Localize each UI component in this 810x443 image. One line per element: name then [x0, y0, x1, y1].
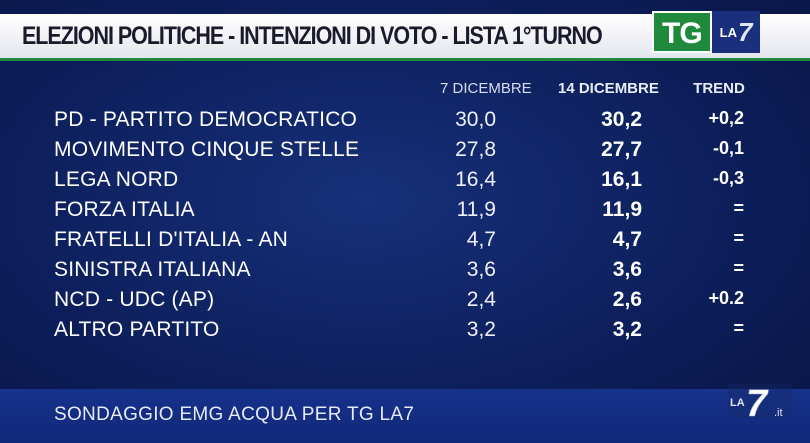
- party-name: FORZA ITALIA: [54, 198, 195, 221]
- value-14-dicembre: 16,1: [601, 168, 642, 191]
- value-14-dicembre: 27,7: [601, 138, 642, 161]
- value-7-dicembre: 3,6: [466, 258, 496, 281]
- poll-source: SONDAGGIO EMG ACQUA PER TG LA7: [54, 404, 415, 425]
- column-header-date2: 14 DICEMBRE: [558, 80, 659, 97]
- table-row: FORZA ITALIA 11,9 11,9 =: [0, 198, 810, 228]
- trend-value: =: [733, 198, 744, 218]
- tg-logo-text: TG: [652, 11, 712, 53]
- trend-value: =: [733, 258, 744, 278]
- value-7-dicembre: 4,7: [466, 228, 496, 251]
- party-name: NCD - UDC (AP): [54, 288, 215, 311]
- tg-la7-logo: TG LA 7: [652, 11, 762, 53]
- value-14-dicembre: 2,6: [612, 288, 642, 311]
- la7-logo-la: LA: [719, 24, 738, 40]
- value-14-dicembre: 4,7: [612, 228, 642, 251]
- column-header-trend: TREND: [693, 80, 745, 97]
- column-header-date1: 7 DICEMBRE: [440, 80, 532, 97]
- value-14-dicembre: 3,6: [612, 258, 642, 281]
- value-14-dicembre: 30,2: [601, 108, 642, 131]
- value-14-dicembre: 3,2: [612, 318, 642, 341]
- value-7-dicembre: 27,8: [455, 138, 496, 161]
- source-band: SONDAGGIO EMG ACQUA PER TG LA7: [0, 389, 810, 443]
- la7-logo-seven: 7: [738, 16, 753, 47]
- trend-value: =: [733, 318, 744, 338]
- party-name: SINISTRA ITALIANA: [54, 258, 251, 281]
- corner-logo-seven: 7: [746, 383, 769, 424]
- table-row: ALTRO PARTITO 3,2 3,2 =: [0, 318, 810, 348]
- trend-value: -0,3: [712, 168, 744, 188]
- trend-value: -0,1: [712, 138, 744, 158]
- la7-logo-mark: LA 7: [711, 11, 761, 53]
- table-row: SINISTRA ITALIANA 3,6 3,6 =: [0, 258, 810, 288]
- trend-value: +0.2: [708, 288, 744, 308]
- party-name: LEGA NORD: [54, 168, 179, 191]
- party-name: MOVIMENTO CINQUE STELLE: [54, 138, 360, 161]
- table-row: LEGA NORD 16,4 16,1 -0,3: [0, 168, 810, 198]
- value-7-dicembre: 2,4: [466, 288, 496, 311]
- value-7-dicembre: 11,9: [456, 198, 496, 221]
- trend-value: =: [733, 228, 744, 248]
- party-name: PD - PARTITO DEMOCRATICO: [54, 108, 358, 131]
- trend-value: +0,2: [708, 108, 744, 128]
- value-7-dicembre: 16,4: [455, 168, 496, 191]
- corner-logo-suffix: .it: [774, 407, 783, 419]
- la7-corner-logo: LA 7 .it: [728, 383, 792, 424]
- party-name: ALTRO PARTITO: [54, 318, 220, 341]
- table-row: PD - PARTITO DEMOCRATICO 30,0 30,2 +0,2: [0, 108, 810, 138]
- table-row: NCD - UDC (AP) 2,4 2,6 +0.2: [0, 288, 810, 318]
- party-name: FRATELLI D'ITALIA - AN: [54, 228, 289, 251]
- corner-logo-la: LA: [730, 397, 745, 409]
- table-row: FRATELLI D'ITALIA - AN 4,7 4,7 =: [0, 228, 810, 258]
- value-7-dicembre: 3,2: [466, 318, 496, 341]
- table-row: MOVIMENTO CINQUE STELLE 27,8 27,7 -0,1: [0, 138, 810, 168]
- page-title: ELEZIONI POLITICHE - INTENZIONI DI VOTO …: [22, 22, 603, 50]
- value-7-dicembre: 30,0: [455, 108, 496, 131]
- value-14-dicembre: 11,9: [602, 198, 642, 221]
